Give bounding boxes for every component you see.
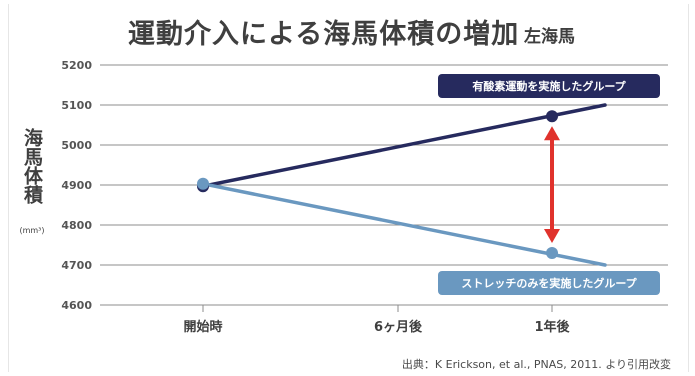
difference-arrow-head-up	[544, 126, 560, 141]
data-point	[546, 110, 558, 123]
source-note: 出典：K Erickson, et al., PNAS, 2011. より引用改…	[401, 358, 671, 371]
data-point	[546, 247, 558, 259]
chart-subtitle: 左海馬	[524, 27, 575, 47]
series-line	[201, 103, 607, 188]
x-tick-label: 1年後	[534, 319, 570, 335]
legend-box	[438, 271, 660, 295]
legend-box	[438, 74, 660, 98]
y-tick-label: 4600	[61, 299, 92, 312]
data-point	[197, 177, 209, 190]
difference-arrow-head-down	[544, 229, 560, 243]
y-tick-label: 4800	[61, 219, 92, 232]
series-line	[201, 182, 607, 267]
y-tick-label: 5200	[61, 59, 92, 72]
y-tick-label: 4900	[61, 179, 92, 192]
y-tick-label: 5100	[61, 99, 92, 112]
x-tick-label: 6ヶ月後	[374, 319, 423, 335]
y-axis-label: 海馬体積	[21, 128, 43, 204]
y-tick-label: 5000	[61, 139, 92, 152]
legend-label: ストレッチのみを実施したグループ	[461, 276, 637, 290]
chart-title: 運動介入による海馬体積の増加	[128, 19, 520, 50]
y-axis-unit: (mm³)	[19, 226, 45, 235]
legend-label: 有酸素運動を実施したグループ	[472, 79, 626, 93]
x-tick-label: 開始時	[183, 319, 222, 335]
y-tick-label: 4700	[61, 259, 92, 272]
